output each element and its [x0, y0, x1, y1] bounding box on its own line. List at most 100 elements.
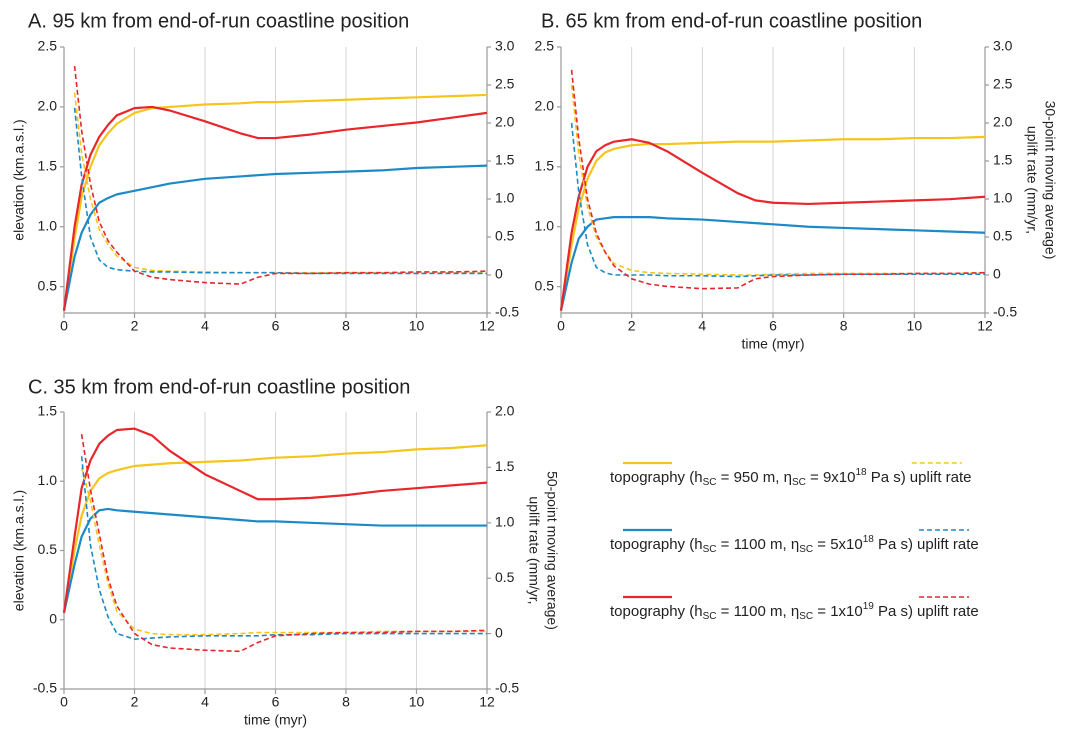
legend-text: = 1100 m, η [716, 536, 799, 553]
y2-axis-label: 50-point moving average) [544, 471, 560, 630]
y-tick-label: 0.5 [38, 541, 58, 557]
uplift-line [73, 107, 487, 275]
legend-superscript: 19 [863, 601, 875, 612]
topography-line [62, 164, 488, 311]
y2-tick-label: 3.0 [993, 38, 1013, 54]
y-axis-label: elevation (km.a.s.l.) [11, 119, 27, 240]
y2-tick-label: 2.0 [495, 114, 515, 130]
x-tick-label: 12 [479, 318, 495, 334]
legend-text: = 1100 m, η [716, 603, 799, 620]
x-tick-label: 4 [201, 694, 209, 710]
legend-text: topography (h [610, 603, 703, 620]
uplift-line [570, 69, 986, 290]
x-axis-label: time (myr) [244, 712, 307, 728]
x-tick-label: 0 [557, 318, 565, 334]
legend-label: topography (hSC = 950 m, ηSC = 9x1018 Pa… [610, 467, 906, 488]
y2-tick-label: -0.5 [993, 304, 1017, 320]
x-tick-label: 2 [131, 694, 139, 710]
y2-tick-label: 0 [495, 266, 503, 282]
legend-text: = 5x10 [813, 536, 863, 553]
legend-subscript: SC [792, 477, 806, 488]
y2-tick-label: 0 [993, 266, 1001, 282]
y2-tick-label: 1.5 [495, 458, 515, 474]
legend-label: uplift rate [917, 603, 979, 620]
chart-title: C. 35 km from end-of-run coastline posit… [28, 376, 410, 398]
y-tick-label: 1.5 [535, 158, 555, 174]
topography-line [559, 216, 986, 311]
x-tick-label: 8 [342, 694, 350, 710]
legend-subscript: SC [799, 544, 813, 555]
x-tick-label: 0 [60, 318, 68, 334]
y-tick-label: 1.0 [38, 472, 58, 488]
legend-text: = 950 m, η [716, 469, 791, 486]
x-tick-label: 4 [698, 318, 706, 334]
y2-tick-label: 0.5 [993, 228, 1013, 244]
chart-title: B. 65 km from end-of-run coastline posit… [541, 10, 922, 32]
topography-line [62, 93, 488, 311]
y-tick-label: 2.0 [535, 98, 555, 114]
y-tick-label: 1.0 [38, 217, 58, 233]
legend-label: uplift rate [917, 536, 979, 553]
x-tick-label: 2 [628, 318, 636, 334]
y2-tick-label: 1.0 [495, 514, 515, 530]
y2-axis-label: 30-point moving average) [1042, 101, 1058, 260]
y2-tick-label: 1.5 [495, 152, 515, 168]
legend-subscript: SC [703, 611, 717, 622]
x-tick-label: 8 [840, 318, 848, 334]
uplift-line [73, 92, 487, 275]
legend-label: uplift rate [910, 469, 972, 486]
legend-superscript: 18 [863, 534, 875, 545]
y2-tick-label: 0.5 [495, 228, 515, 244]
x-axis-label: time (myr) [742, 336, 805, 352]
x-tick-label: 6 [769, 318, 777, 334]
legend-text: Pa s) [874, 603, 913, 620]
y-tick-label: 1.0 [535, 217, 555, 233]
x-tick-label: 6 [272, 318, 280, 334]
y-tick-label: 1.5 [38, 403, 58, 419]
y-tick-label: 2.0 [38, 98, 58, 114]
x-tick-label: 2 [131, 318, 139, 334]
y2-tick-label: 2.5 [495, 76, 515, 92]
uplift-line [80, 456, 487, 640]
topography-line [62, 427, 488, 613]
legend-text: topography (h [610, 536, 703, 553]
legend-subscript: SC [703, 544, 717, 555]
y2-tick-label: -0.5 [495, 304, 519, 320]
y2-tick-label: 2.0 [993, 114, 1013, 130]
uplift-line [570, 122, 985, 278]
x-tick-label: 6 [272, 694, 280, 710]
legend-subscript: SC [799, 611, 813, 622]
legend-subscript: SC [703, 477, 717, 488]
topography-line [559, 135, 986, 311]
topography-line [62, 105, 488, 311]
y2-tick-label: 0 [495, 624, 503, 640]
y2-tick-label: 0.5 [495, 569, 515, 585]
y2-tick-label: 1.5 [993, 152, 1013, 168]
uplift-line [80, 434, 488, 653]
y2-tick-label: -0.5 [495, 680, 519, 696]
uplift-line [73, 65, 488, 285]
y-tick-label: 0.5 [535, 277, 555, 293]
legend-text: Pa s) [867, 469, 906, 486]
y2-tick-label: 2.0 [495, 403, 515, 419]
chart-title: A. 95 km from end-of-run coastline posit… [28, 10, 409, 32]
topography-line [62, 507, 487, 614]
x-tick-label: 12 [479, 694, 495, 710]
x-tick-label: 0 [60, 694, 68, 710]
legend-text: = 9x10 [806, 469, 856, 486]
legend-label: topography (hSC = 1100 m, ηSC = 1x1019 P… [610, 601, 913, 622]
y2-tick-label: 1.0 [495, 190, 515, 206]
y2-tick-label: 2.5 [993, 76, 1013, 92]
y-tick-label: 2.5 [535, 38, 555, 54]
y-tick-label: 2.5 [38, 38, 58, 54]
x-tick-label: 10 [409, 694, 425, 710]
x-tick-label: 10 [907, 318, 923, 334]
y2-axis-label: uplift rate (mm/yr, [526, 496, 542, 604]
x-tick-label: 8 [342, 318, 350, 334]
topography-line [559, 138, 986, 311]
uplift-line [570, 84, 986, 276]
y-tick-label: 1.5 [38, 158, 58, 174]
legend-label: topography (hSC = 1100 m, ηSC = 5x1018 P… [610, 534, 913, 555]
y2-tick-label: 1.0 [993, 190, 1013, 206]
